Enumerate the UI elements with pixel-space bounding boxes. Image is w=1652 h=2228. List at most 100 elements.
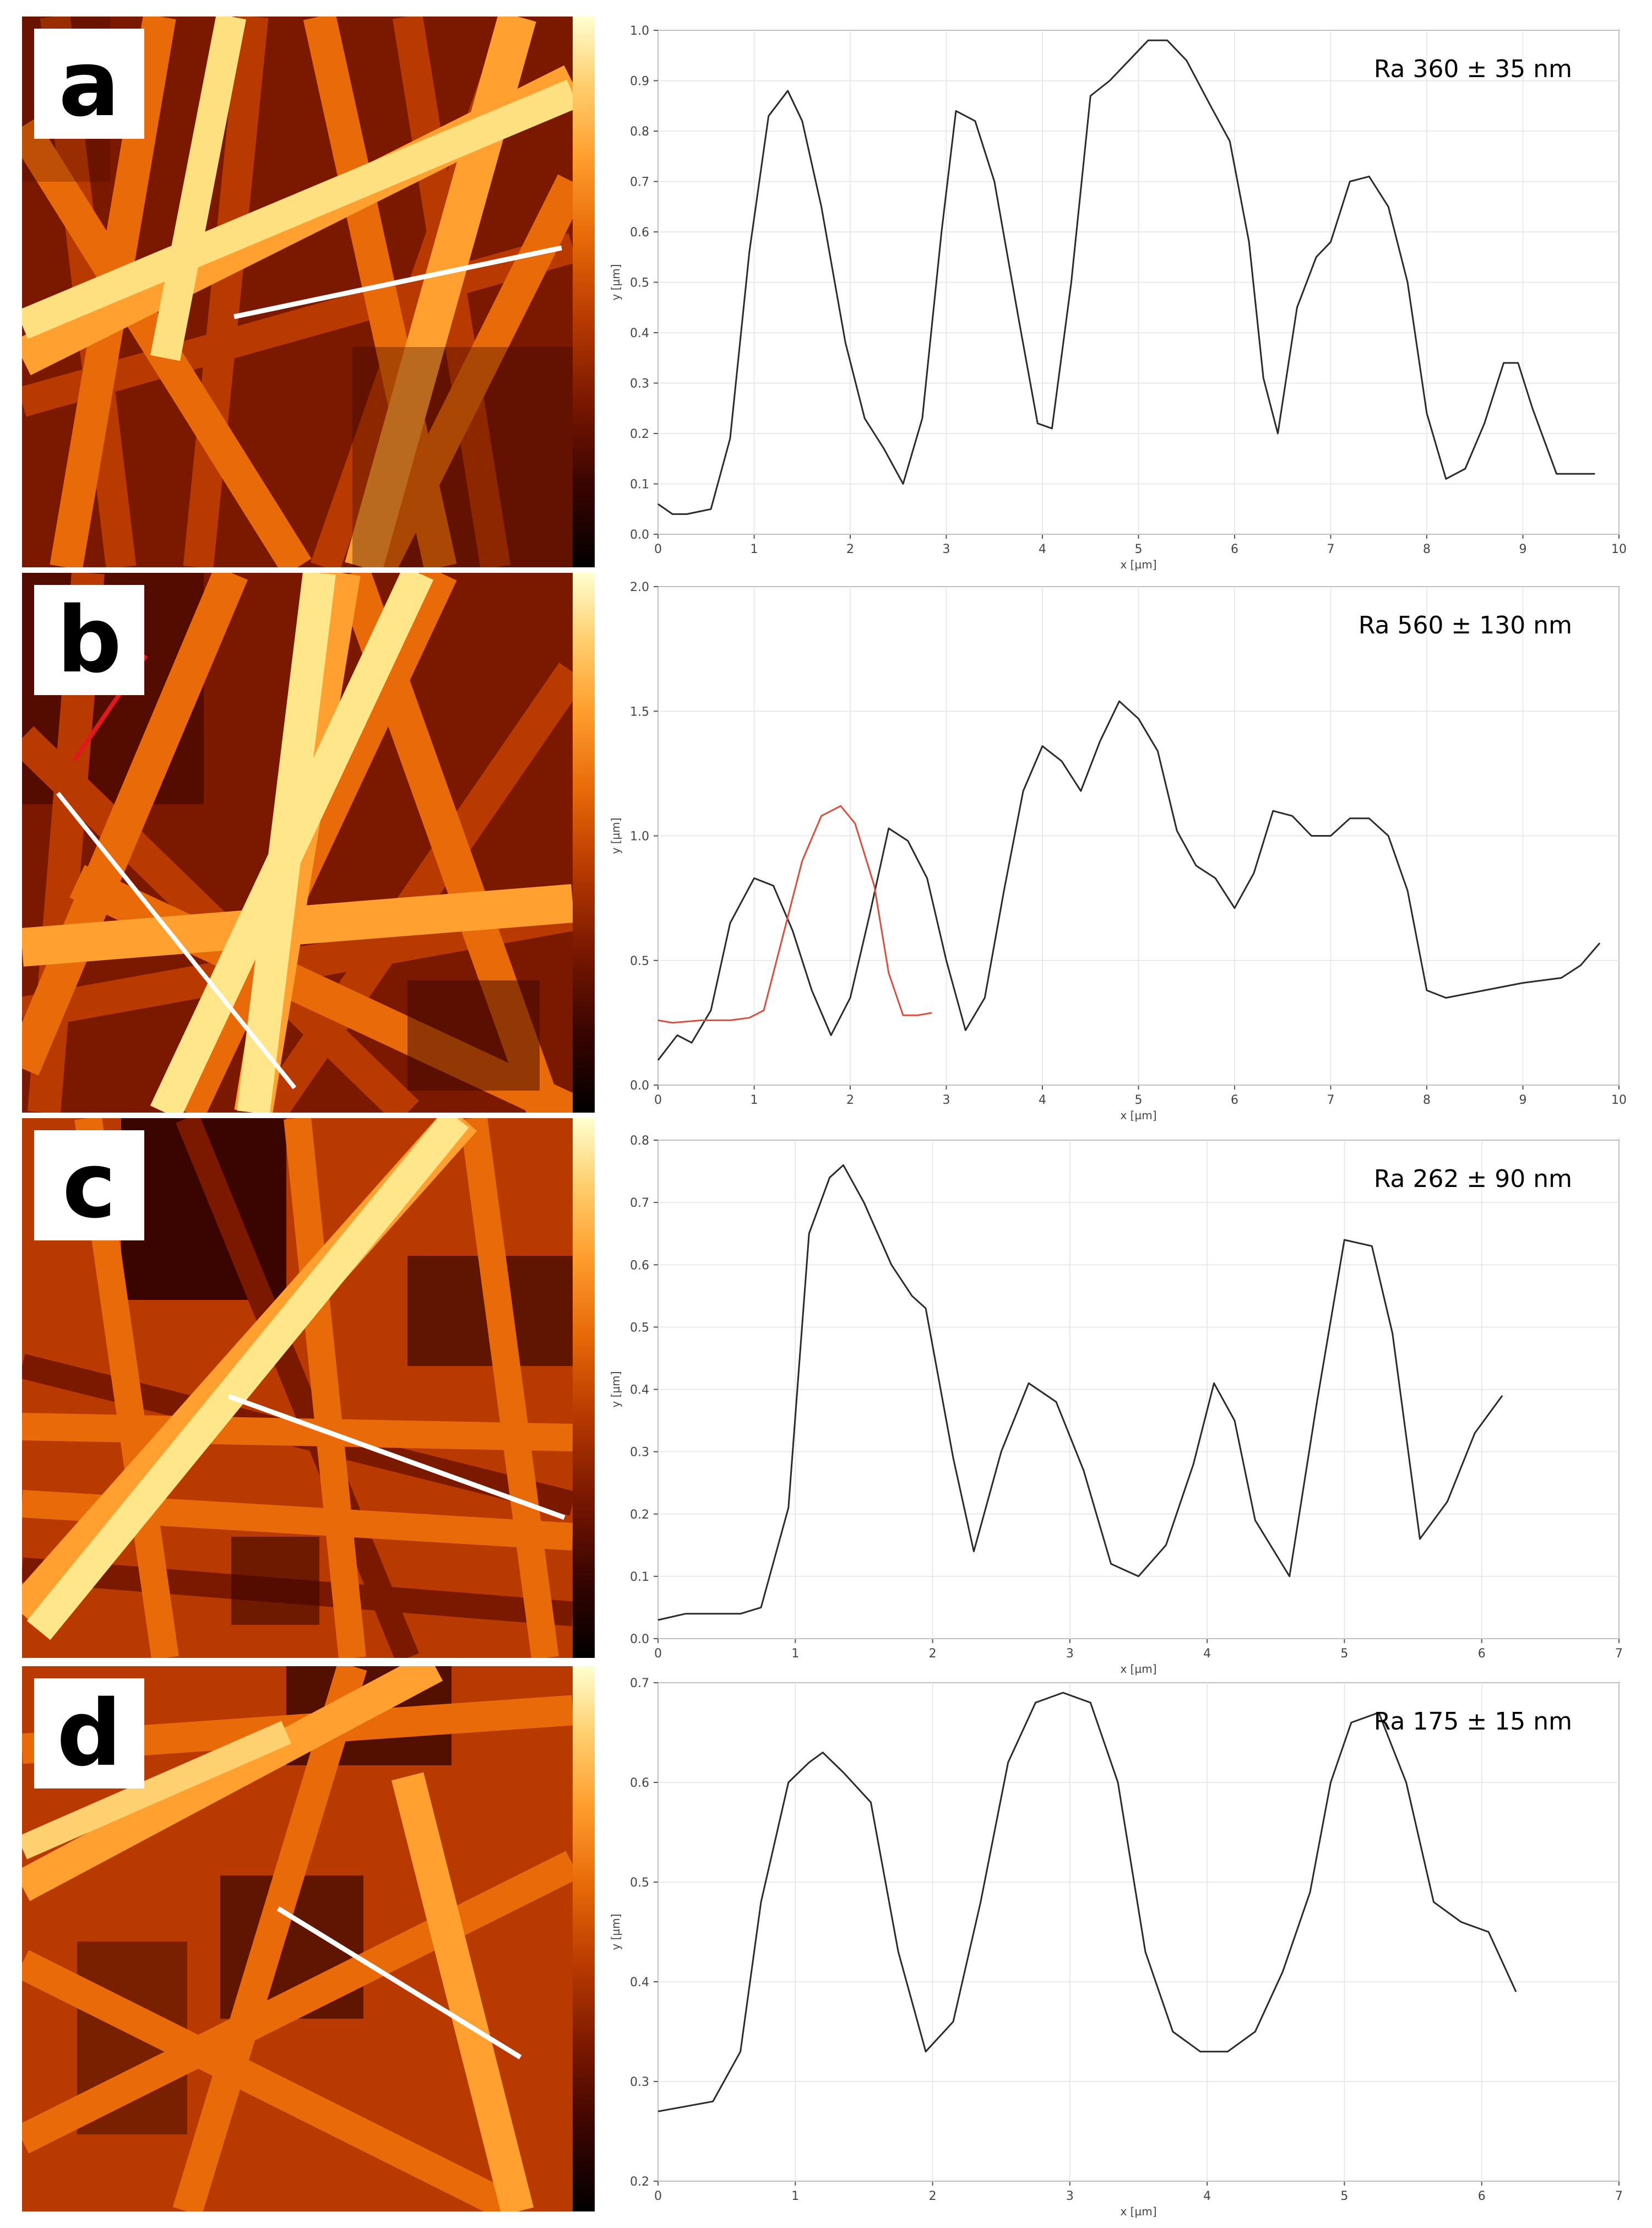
x-tick-label: 1 [751, 1093, 758, 1107]
y-tick-label: 0.2 [630, 1508, 649, 1522]
y-tick-label: 0.0 [630, 1079, 649, 1093]
x-tick-label: 8 [1423, 1093, 1431, 1107]
x-tick-label: 10 [1611, 1093, 1627, 1107]
panel-label: a [58, 30, 120, 137]
y-tick-label: 1.0 [630, 830, 649, 844]
y-tick-label: 0.1 [630, 478, 649, 492]
y-tick-label: 0.2 [630, 2175, 649, 2189]
series-line-0 [657, 1164, 1503, 1621]
afm-height-map-a [22, 17, 595, 567]
x-tick-label: 0 [654, 1093, 662, 1107]
y-tick-label: 0.7 [630, 1677, 649, 1690]
afm-image-d: d [22, 1666, 595, 2211]
y-tick-label: 1.5 [630, 705, 649, 719]
panel-label: d [56, 1680, 122, 1786]
y-tick-label: 0.3 [630, 1446, 649, 1460]
y-axis-label: y [µm] [609, 1371, 622, 1407]
x-tick-label: 3 [943, 543, 950, 556]
series-line-0 [657, 39, 1595, 515]
fiber-layer-top [150, 573, 434, 1113]
x-tick-label: 8 [1423, 543, 1431, 556]
roughness-annotation: Ra 262 ± 90 nm [1374, 1165, 1572, 1193]
y-tick-label: 0.6 [630, 1776, 649, 1790]
y-tick-label: 0.6 [630, 1259, 649, 1272]
y-tick-label: 0.1 [630, 1570, 649, 1584]
y-tick-label: 0.4 [630, 1976, 649, 1990]
y-tick-label: 0.5 [630, 277, 649, 290]
series-line-0 [657, 700, 1601, 1061]
x-tick-label: 7 [1615, 1647, 1623, 1661]
x-tick-label: 4 [1039, 1093, 1046, 1107]
x-tick-label: 4 [1039, 543, 1046, 556]
y-tick-label: 0.8 [630, 125, 649, 139]
colorbar [573, 573, 595, 1113]
x-tick-label: 9 [1519, 543, 1527, 556]
colorbar [573, 1118, 595, 1658]
y-tick-label: 0.4 [630, 327, 649, 340]
x-tick-label: 1 [791, 1647, 799, 1661]
x-tick-label: 6 [1231, 1093, 1238, 1107]
profile-chart-b: 0 1 2 3 4 5 6 7 8 9 10 0.0 0.5 1.0 1.5 2.0 x [µm] y [µm] R… [609, 581, 1627, 1122]
x-tick-label: 7 [1615, 2189, 1623, 2203]
x-tick-label: 4 [1203, 1647, 1211, 1661]
y-tick-label: 0.7 [630, 176, 649, 189]
afm-image-c: c [22, 1118, 595, 1658]
x-tick-label: 3 [943, 1093, 950, 1107]
x-tick-label: 5 [1340, 1647, 1348, 1661]
x-tick-label: 2 [846, 543, 854, 556]
panel-label-box: b [34, 585, 144, 695]
profile-plot-d: 0 1 2 3 4 5 6 7 0.2 0.3 0.4 0.5 0.6 0.7 x [µm] y [µm] Ra… [597, 1674, 1644, 2220]
x-axis-label: x [µm] [1120, 1662, 1156, 1676]
panel-label: c [62, 1132, 116, 1238]
x-tick-label: 10 [1611, 543, 1627, 556]
profile-line-b [56, 792, 297, 1089]
x-tick-label: 5 [1135, 543, 1143, 556]
x-tick-label: 6 [1478, 1647, 1486, 1661]
afm-height-map-c [22, 1118, 595, 1658]
y-tick-label: 0.7 [630, 1196, 649, 1210]
profile-plot-a: 0 1 2 3 4 5 6 7 8 9 10 0.0 0.1 0.2 0.3 0.4 0.5 0.6 0.7 0.8 0… [597, 22, 1644, 573]
panel-label-box: a [34, 29, 144, 139]
y-tick-label: 0.5 [630, 1321, 649, 1335]
y-tick-label: 0.3 [630, 377, 649, 391]
x-tick-label: 4 [1203, 2189, 1211, 2203]
x-tick-label: 3 [1066, 2189, 1074, 2203]
x-tick-label: 5 [1135, 1093, 1143, 1107]
x-tick-label: 9 [1519, 1093, 1527, 1107]
profile-line-a [233, 245, 562, 319]
x-axis-label: x [µm] [1120, 1109, 1156, 1122]
y-tick-label: 0.3 [630, 2075, 649, 2089]
roughness-annotation: Ra 360 ± 35 nm [1374, 55, 1572, 83]
x-axis-label: x [µm] [1120, 558, 1156, 571]
x-tick-label: 7 [1327, 543, 1335, 556]
roughness-annotation: Ra 175 ± 15 nm [1374, 1707, 1572, 1736]
x-tick-label: 2 [929, 1647, 937, 1661]
x-tick-label: 5 [1340, 2189, 1348, 2203]
series-line-0 [657, 1692, 1517, 2112]
colorbar [573, 1666, 595, 2211]
y-tick-label: 0.0 [630, 1633, 649, 1646]
y-tick-label: 0.9 [630, 75, 649, 89]
x-axis-label: x [µm] [1120, 2205, 1156, 2218]
afm-image-b: b [22, 573, 595, 1113]
x-tick-label: 2 [846, 1093, 854, 1107]
y-tick-label: 0.5 [630, 955, 649, 968]
x-tick-label: 6 [1231, 543, 1238, 556]
profile-chart-d: 0 1 2 3 4 5 6 7 0.2 0.3 0.4 0.5 0.6 0.7 x [µm] y [µm] Ra… [609, 1677, 1623, 2218]
roughness-annotation: Ra 560 ± 130 nm [1358, 611, 1572, 639]
x-tick-label: 2 [929, 2189, 937, 2203]
fiber-layer-top [22, 17, 579, 361]
y-tick-label: 0.8 [630, 1134, 649, 1148]
plot-frame [657, 1682, 1620, 2182]
profile-plot-b: 0 1 2 3 4 5 6 7 8 9 10 0.0 0.5 1.0 1.5 2.0 x [µm] y [µm] R… [597, 578, 1644, 1124]
y-tick-label: 0.0 [630, 528, 649, 542]
x-tick-label: 1 [751, 543, 758, 556]
y-tick-label: 0.5 [630, 1876, 649, 1890]
y-tick-label: 0.2 [630, 427, 649, 441]
x-tick-label: 0 [654, 543, 662, 556]
panel-label-box: d [34, 1678, 144, 1788]
y-tick-label: 1.0 [630, 24, 649, 38]
x-tick-label: 1 [791, 2189, 799, 2203]
x-tick-label: 6 [1478, 2189, 1486, 2203]
y-axis-label: y [µm] [609, 264, 622, 300]
